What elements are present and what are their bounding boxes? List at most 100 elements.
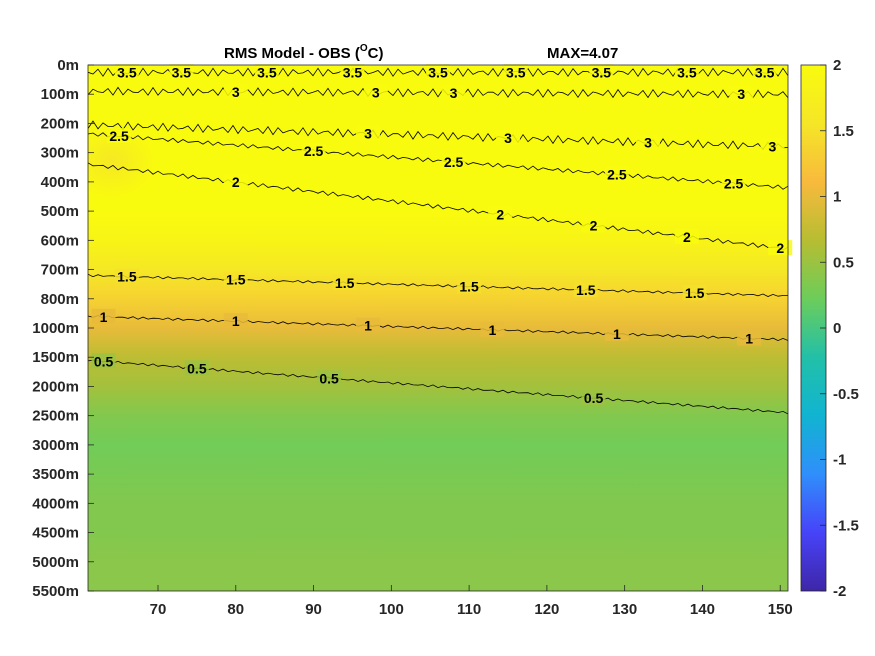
contour-label: 3.5 <box>755 64 775 80</box>
contour-line-3 <box>88 86 788 99</box>
y-tick-label: 100m <box>41 86 79 103</box>
contour-label-bg <box>573 281 598 297</box>
contour-label: 3.5 <box>677 64 697 80</box>
x-tick-label: 120 <box>534 601 559 618</box>
y-axis-ticks: 0m 100m 200m 300m 400m 500m 600m 700m 800m 1000m 1… <box>32 57 94 600</box>
y-tick-label: 300m <box>41 145 79 162</box>
y-tick-label: 3500m <box>32 466 79 483</box>
contour-label: 0.5 <box>319 370 339 386</box>
contour-label-bg <box>223 174 248 190</box>
contour-label-bg <box>589 64 614 80</box>
y-tick-label: 2000m <box>32 378 79 395</box>
y-tick-label: 400m <box>41 174 79 191</box>
colorbar-tick-label: -0.5 <box>833 386 859 403</box>
contour-label-bg <box>581 390 606 406</box>
contour-label-bg <box>682 285 707 301</box>
contour-label-bg <box>636 134 660 150</box>
y-tick-label: 600m <box>41 232 79 249</box>
y-tick-label: 4500m <box>32 525 79 542</box>
contour-label-bg <box>441 153 466 169</box>
y-tick-label: 3000m <box>32 437 79 454</box>
contour-label-bg <box>737 330 762 346</box>
colorbar-tick-label: 0 <box>833 320 841 337</box>
contour-label-bg <box>457 278 482 294</box>
colorbar-tick-label: 2 <box>833 57 841 74</box>
x-tick-label: 110 <box>457 601 481 618</box>
colorbar-tick-label: 0.5 <box>833 254 854 271</box>
contour-label-bg <box>223 313 248 329</box>
contour-label: 0.5 <box>584 390 604 406</box>
y-tick-label: 0m <box>57 57 79 74</box>
y-tick-label: 200m <box>41 115 79 132</box>
colorbar-tick-label: 1.5 <box>833 123 854 140</box>
contour-label-bg <box>184 360 209 376</box>
contour-label-bg <box>752 64 777 80</box>
contour-label: 3 <box>232 84 240 100</box>
contour-label: 1 <box>100 309 108 325</box>
contour-label: 1.5 <box>226 272 246 288</box>
x-tick-label: 150 <box>768 601 793 618</box>
contour-label: 1 <box>745 330 753 346</box>
contour-label: 3.5 <box>172 64 192 80</box>
x-tick-label: 80 <box>227 601 244 618</box>
contour-label-bg <box>91 353 116 369</box>
colorbar-tick-label: -1 <box>833 452 846 469</box>
contour-label: 1.5 <box>117 269 137 285</box>
y-tick-label: 5500m <box>32 583 79 600</box>
contour-label-bg <box>488 206 513 222</box>
contour-label-bg <box>114 268 139 284</box>
contour-label-bg <box>674 228 699 244</box>
colorbar-tick-label: 1 <box>833 189 841 206</box>
contour-label: 2 <box>776 240 784 256</box>
contour-label-bg <box>91 308 116 324</box>
x-tick-label: 90 <box>305 601 322 618</box>
contour-label: 2 <box>232 174 240 190</box>
contour-label-bg <box>114 64 139 80</box>
contour-label: 3.5 <box>592 64 612 80</box>
contour-line-1.5 <box>88 273 788 297</box>
contour-label: 3 <box>372 85 380 101</box>
contour-label: 2 <box>496 206 504 222</box>
contour-label-bg <box>254 64 279 80</box>
contour-label: 2 <box>590 218 598 234</box>
x-tick-label: 140 <box>690 601 715 618</box>
contour-label-bg <box>604 166 629 182</box>
contour-label: 2 <box>683 229 691 245</box>
contour-label: 1 <box>489 322 497 338</box>
contour-label-bg <box>604 325 629 341</box>
y-tick-label: 500m <box>41 203 79 220</box>
x-tick-label: 100 <box>379 601 404 618</box>
contour-label: 0.5 <box>94 353 114 369</box>
contour-line-2 <box>88 162 788 251</box>
contour-label: 3.5 <box>343 64 363 80</box>
contour-label: 3.5 <box>506 64 526 80</box>
contour-label-bg <box>480 321 505 337</box>
y-tick-label: 800m <box>41 291 79 308</box>
contour-label: 2.5 <box>304 143 324 159</box>
y-tick-label: 1000m <box>32 320 79 337</box>
contour-label: 2.5 <box>607 167 627 183</box>
contour-label-bg <box>503 64 528 80</box>
plot-area: 3.5 3.5 3.5 3.5 3.5 3.5 3.5 3.5 3.53 3 3 33 3 3 32.52.… <box>87 64 793 592</box>
contour-label-bg <box>496 130 520 146</box>
warm-anomaly-patch <box>88 123 157 200</box>
chart-title: RMS Model - OBS (OC) <box>224 43 383 62</box>
y-tick-label: 700m <box>41 262 79 279</box>
contour-label-bg <box>426 64 450 80</box>
contour-label: 3 <box>769 138 777 154</box>
contour-label: 0.5 <box>187 360 207 376</box>
contour-label: 1.5 <box>685 285 705 301</box>
y-tick-label: 2500m <box>32 408 79 425</box>
contour-label-bg <box>356 125 380 141</box>
contour-label: 2.5 <box>444 154 464 170</box>
colorbar-ticks: 2 1.5 1 0.5 0 -0.5 -1 -1.5 -2 <box>820 57 859 600</box>
contour-label-bg <box>674 64 699 80</box>
contour-label-bg <box>107 128 132 144</box>
contour-label-bg <box>223 271 248 287</box>
x-tick-label: 70 <box>150 601 167 618</box>
colorbar: 2 1.5 1 0.5 0 -0.5 -1 -1.5 -2 <box>800 57 859 600</box>
contour-label: 1.5 <box>576 282 596 298</box>
contour-label-bg <box>768 240 793 256</box>
contour-label: 3 <box>364 126 372 142</box>
x-axis-ticks: 70 80 90 100 110 120 130 140 150 <box>150 585 793 618</box>
